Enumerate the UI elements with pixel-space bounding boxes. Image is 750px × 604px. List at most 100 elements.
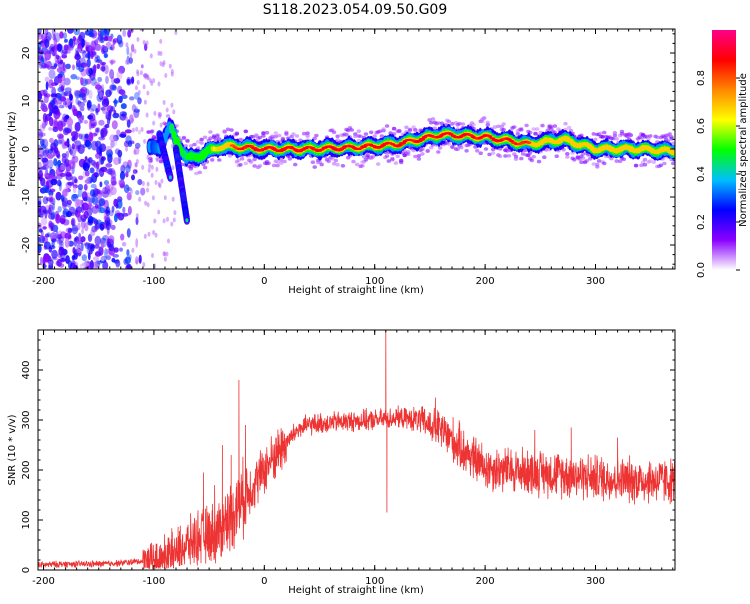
noise-blob	[41, 100, 46, 108]
noise-blob	[38, 55, 43, 61]
ridge-halo	[291, 132, 296, 136]
noise-blob	[78, 65, 85, 73]
noise-blob	[102, 235, 109, 241]
noise-blob	[90, 159, 96, 166]
ridge-halo	[446, 142, 452, 146]
noise-blob	[119, 133, 127, 138]
noise-blob	[135, 190, 140, 196]
ridge-band	[526, 141, 532, 145]
noise-blob	[77, 187, 83, 198]
noise-blob	[128, 57, 133, 64]
noise-blob	[53, 63, 58, 68]
branch-core	[185, 218, 189, 223]
noise-blob	[103, 128, 109, 135]
x-tick-label: 0	[261, 576, 267, 587]
noise-blob	[113, 109, 117, 115]
noise-blob	[106, 190, 113, 197]
noise-blob	[115, 259, 121, 268]
noise-blob	[62, 32, 67, 39]
ridge-halo	[326, 159, 331, 164]
noise-blob	[86, 99, 92, 109]
noise-blob	[94, 129, 99, 136]
noise-blob	[146, 75, 150, 81]
noise-blob	[117, 149, 123, 158]
noise-blob	[105, 75, 109, 84]
ridge-halo	[611, 136, 616, 141]
noise-blob	[102, 187, 109, 195]
noise-blob	[91, 225, 98, 233]
ridge-halo	[513, 154, 519, 159]
noise-blob	[75, 199, 83, 206]
noise-blob	[144, 200, 148, 206]
ridge-halo	[211, 134, 217, 138]
noise-blob	[51, 238, 57, 243]
noise-blob	[55, 54, 60, 60]
ridge-halo	[459, 145, 464, 150]
ridge-halo	[429, 145, 434, 150]
noise-blob	[71, 155, 79, 164]
noise-blob	[38, 208, 41, 215]
noise-blob	[92, 261, 99, 269]
ridge-halo	[252, 157, 257, 162]
noise-blob	[101, 257, 105, 262]
noise-blob	[125, 42, 129, 48]
noise-blob	[74, 236, 79, 243]
ridge-halo	[188, 167, 194, 171]
ridge-halo	[217, 137, 222, 141]
ridge-halo	[600, 135, 605, 139]
ridge-halo	[671, 161, 675, 166]
ridge-halo	[248, 160, 254, 164]
noise-blob	[38, 29, 42, 35]
ridge-halo	[490, 151, 496, 155]
ridge-halo	[381, 127, 386, 131]
noise-blob	[84, 156, 88, 162]
noise-blob	[107, 188, 111, 195]
ridge-halo	[227, 154, 233, 158]
noise-blob	[51, 249, 58, 259]
noise-blob	[154, 232, 158, 238]
noise-blob	[86, 58, 91, 68]
noise-blob	[134, 142, 141, 149]
noise-blob	[81, 93, 87, 101]
noise-blob	[106, 149, 113, 158]
noise-blob	[79, 31, 86, 41]
noise-blob	[56, 154, 61, 160]
noise-blob	[136, 71, 140, 77]
noise-blob	[82, 50, 87, 59]
noise-blob	[75, 97, 79, 105]
noise-blob	[159, 112, 162, 118]
noise-blob	[86, 140, 92, 150]
ridge-halo	[384, 154, 390, 158]
noise-blob	[84, 222, 89, 232]
noise-blob	[89, 29, 94, 37]
noise-blob	[57, 159, 62, 168]
noise-blob	[131, 76, 135, 84]
noise-blob	[77, 222, 81, 231]
noise-blob	[91, 51, 97, 56]
noise-blob	[90, 244, 95, 252]
noise-blob	[91, 195, 99, 205]
ridge-halo	[238, 163, 243, 167]
noise-blob	[64, 238, 70, 248]
noise-blob	[44, 39, 50, 48]
ridge-halo	[188, 144, 194, 148]
noise-blob	[67, 235, 72, 240]
noise-blob	[125, 164, 131, 173]
ridge-halo	[533, 131, 538, 136]
ridge-halo	[595, 165, 600, 169]
ridge-halo	[185, 139, 190, 143]
ridge-halo	[420, 152, 425, 156]
noise-blob	[38, 222, 42, 229]
noise-blob	[95, 84, 102, 90]
colorbar-ticks: 0.0 0.2 0.4 0.6 0.8	[696, 70, 740, 278]
noise-blob	[61, 49, 68, 54]
ridge-halo	[174, 124, 180, 128]
noise-blob	[43, 29, 48, 34]
noise-blob	[150, 164, 154, 170]
ridge-halo	[278, 158, 284, 162]
ridge-halo	[658, 163, 664, 168]
noise-blob	[93, 172, 97, 177]
noise-blob	[74, 178, 78, 184]
noise-blob	[99, 207, 106, 214]
noise-blob	[146, 181, 150, 187]
